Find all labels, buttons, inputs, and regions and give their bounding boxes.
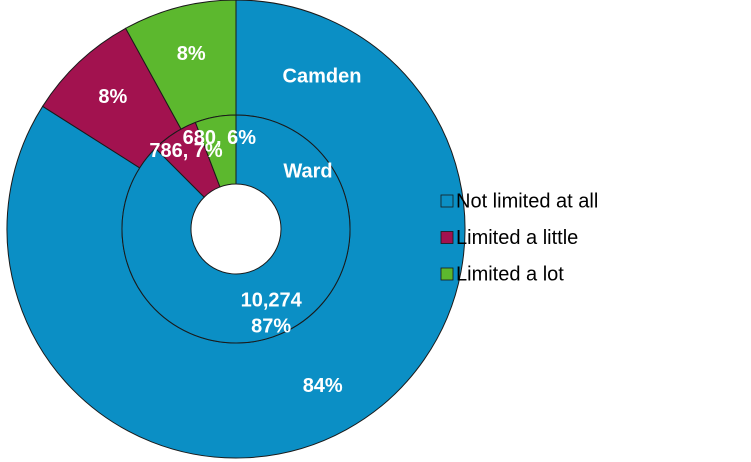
legend-swatch [440, 194, 454, 208]
data-label: 87% [251, 315, 291, 337]
donut-segment [194, 114, 237, 188]
data-label: 680, 6% [183, 127, 257, 149]
ring-label: Ward [283, 160, 332, 182]
data-label: 8% [177, 43, 206, 65]
data-label: 8% [98, 86, 127, 108]
legend-swatch [440, 231, 454, 244]
ring-label: Camden [283, 65, 362, 87]
data-label: 10,274 [241, 289, 303, 311]
legend-label: Limited a little [456, 227, 578, 249]
legend-label: Limited a lot [456, 263, 564, 285]
data-label: 786, 7% [149, 140, 223, 162]
data-label: 84% [303, 375, 343, 397]
legend-swatch [440, 267, 454, 281]
legend-label: Not limited at all [456, 190, 598, 212]
